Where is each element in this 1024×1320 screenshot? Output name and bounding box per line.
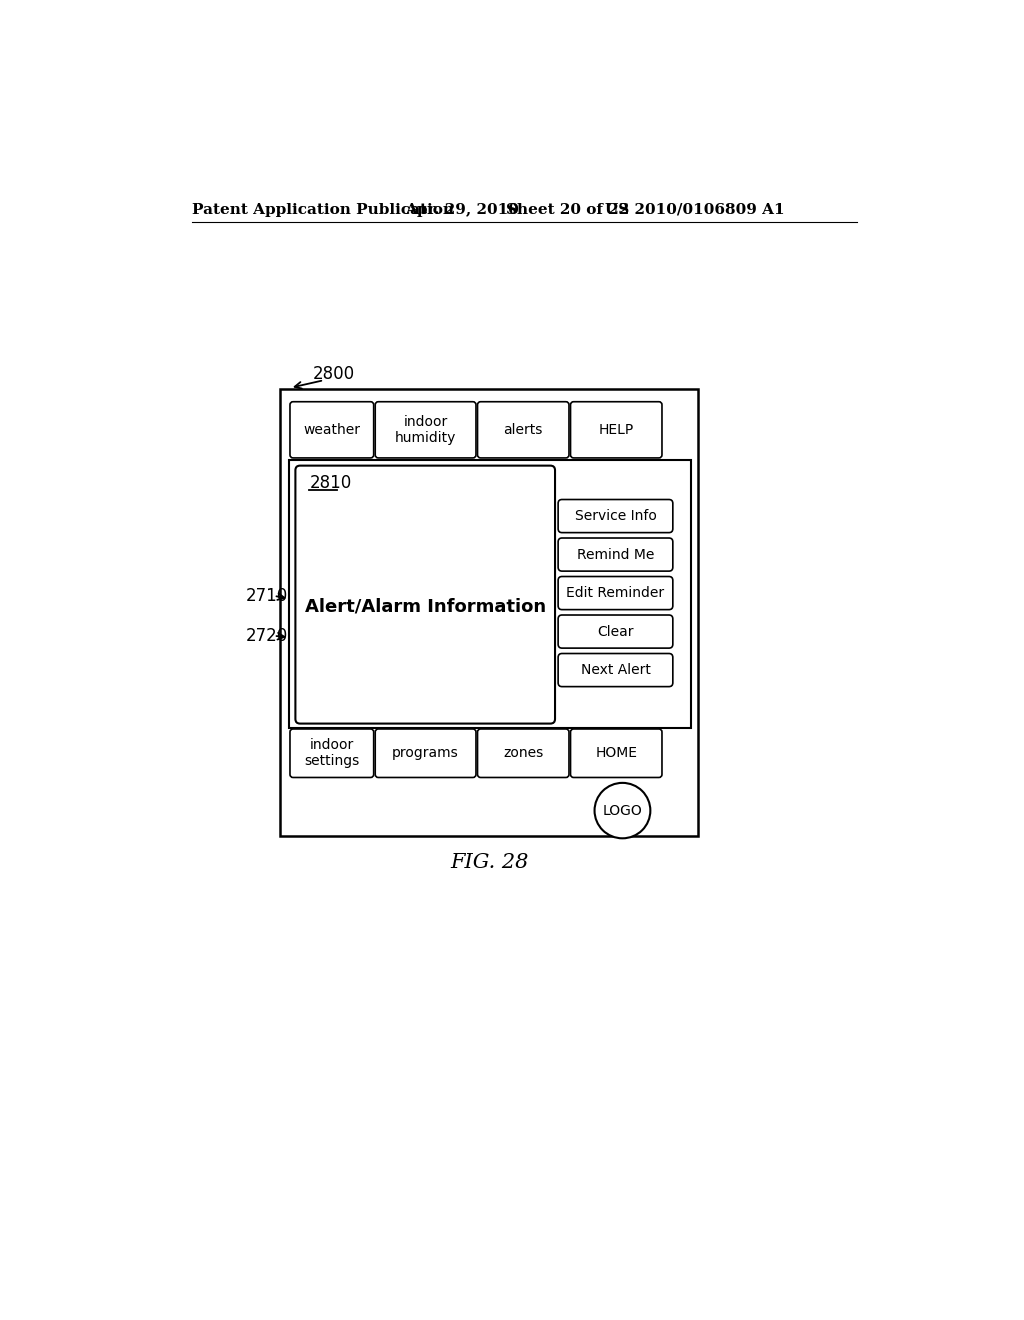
FancyBboxPatch shape — [375, 401, 476, 458]
Text: US 2010/0106809 A1: US 2010/0106809 A1 — [604, 203, 784, 216]
Text: Sheet 20 of 22: Sheet 20 of 22 — [506, 203, 630, 216]
Text: 2810: 2810 — [309, 474, 351, 492]
Text: 2720: 2720 — [246, 627, 288, 644]
FancyBboxPatch shape — [558, 577, 673, 610]
Text: weather: weather — [303, 422, 360, 437]
Text: Edit Reminder: Edit Reminder — [566, 586, 665, 601]
Bar — [289, 461, 690, 729]
FancyBboxPatch shape — [290, 729, 374, 777]
Text: indoor
settings: indoor settings — [304, 738, 359, 768]
Text: alerts: alerts — [504, 422, 543, 437]
Circle shape — [595, 783, 650, 838]
Text: LOGO: LOGO — [602, 804, 642, 817]
Text: Apr. 29, 2010: Apr. 29, 2010 — [406, 203, 519, 216]
Bar — [280, 389, 698, 836]
FancyBboxPatch shape — [558, 653, 673, 686]
FancyBboxPatch shape — [570, 401, 662, 458]
Text: programs: programs — [392, 746, 459, 760]
FancyBboxPatch shape — [558, 499, 673, 533]
Text: Next Alert: Next Alert — [581, 663, 650, 677]
FancyBboxPatch shape — [558, 539, 673, 572]
Text: zones: zones — [503, 746, 544, 760]
FancyBboxPatch shape — [295, 466, 555, 723]
Text: Clear: Clear — [597, 624, 634, 639]
Text: Patent Application Publication: Patent Application Publication — [193, 203, 455, 216]
FancyBboxPatch shape — [290, 401, 374, 458]
FancyBboxPatch shape — [477, 729, 569, 777]
Text: 2710: 2710 — [246, 587, 288, 605]
Text: FIG. 28: FIG. 28 — [450, 854, 528, 873]
Text: HOME: HOME — [595, 746, 637, 760]
FancyBboxPatch shape — [477, 401, 569, 458]
Text: Remind Me: Remind Me — [577, 548, 654, 561]
Text: Alert/Alarm Information: Alert/Alarm Information — [305, 597, 546, 615]
FancyBboxPatch shape — [570, 729, 662, 777]
Text: Service Info: Service Info — [574, 510, 656, 523]
Text: 2800: 2800 — [312, 366, 354, 383]
FancyBboxPatch shape — [558, 615, 673, 648]
Text: indoor
humidity: indoor humidity — [395, 414, 457, 445]
Text: HELP: HELP — [599, 422, 634, 437]
FancyBboxPatch shape — [375, 729, 476, 777]
